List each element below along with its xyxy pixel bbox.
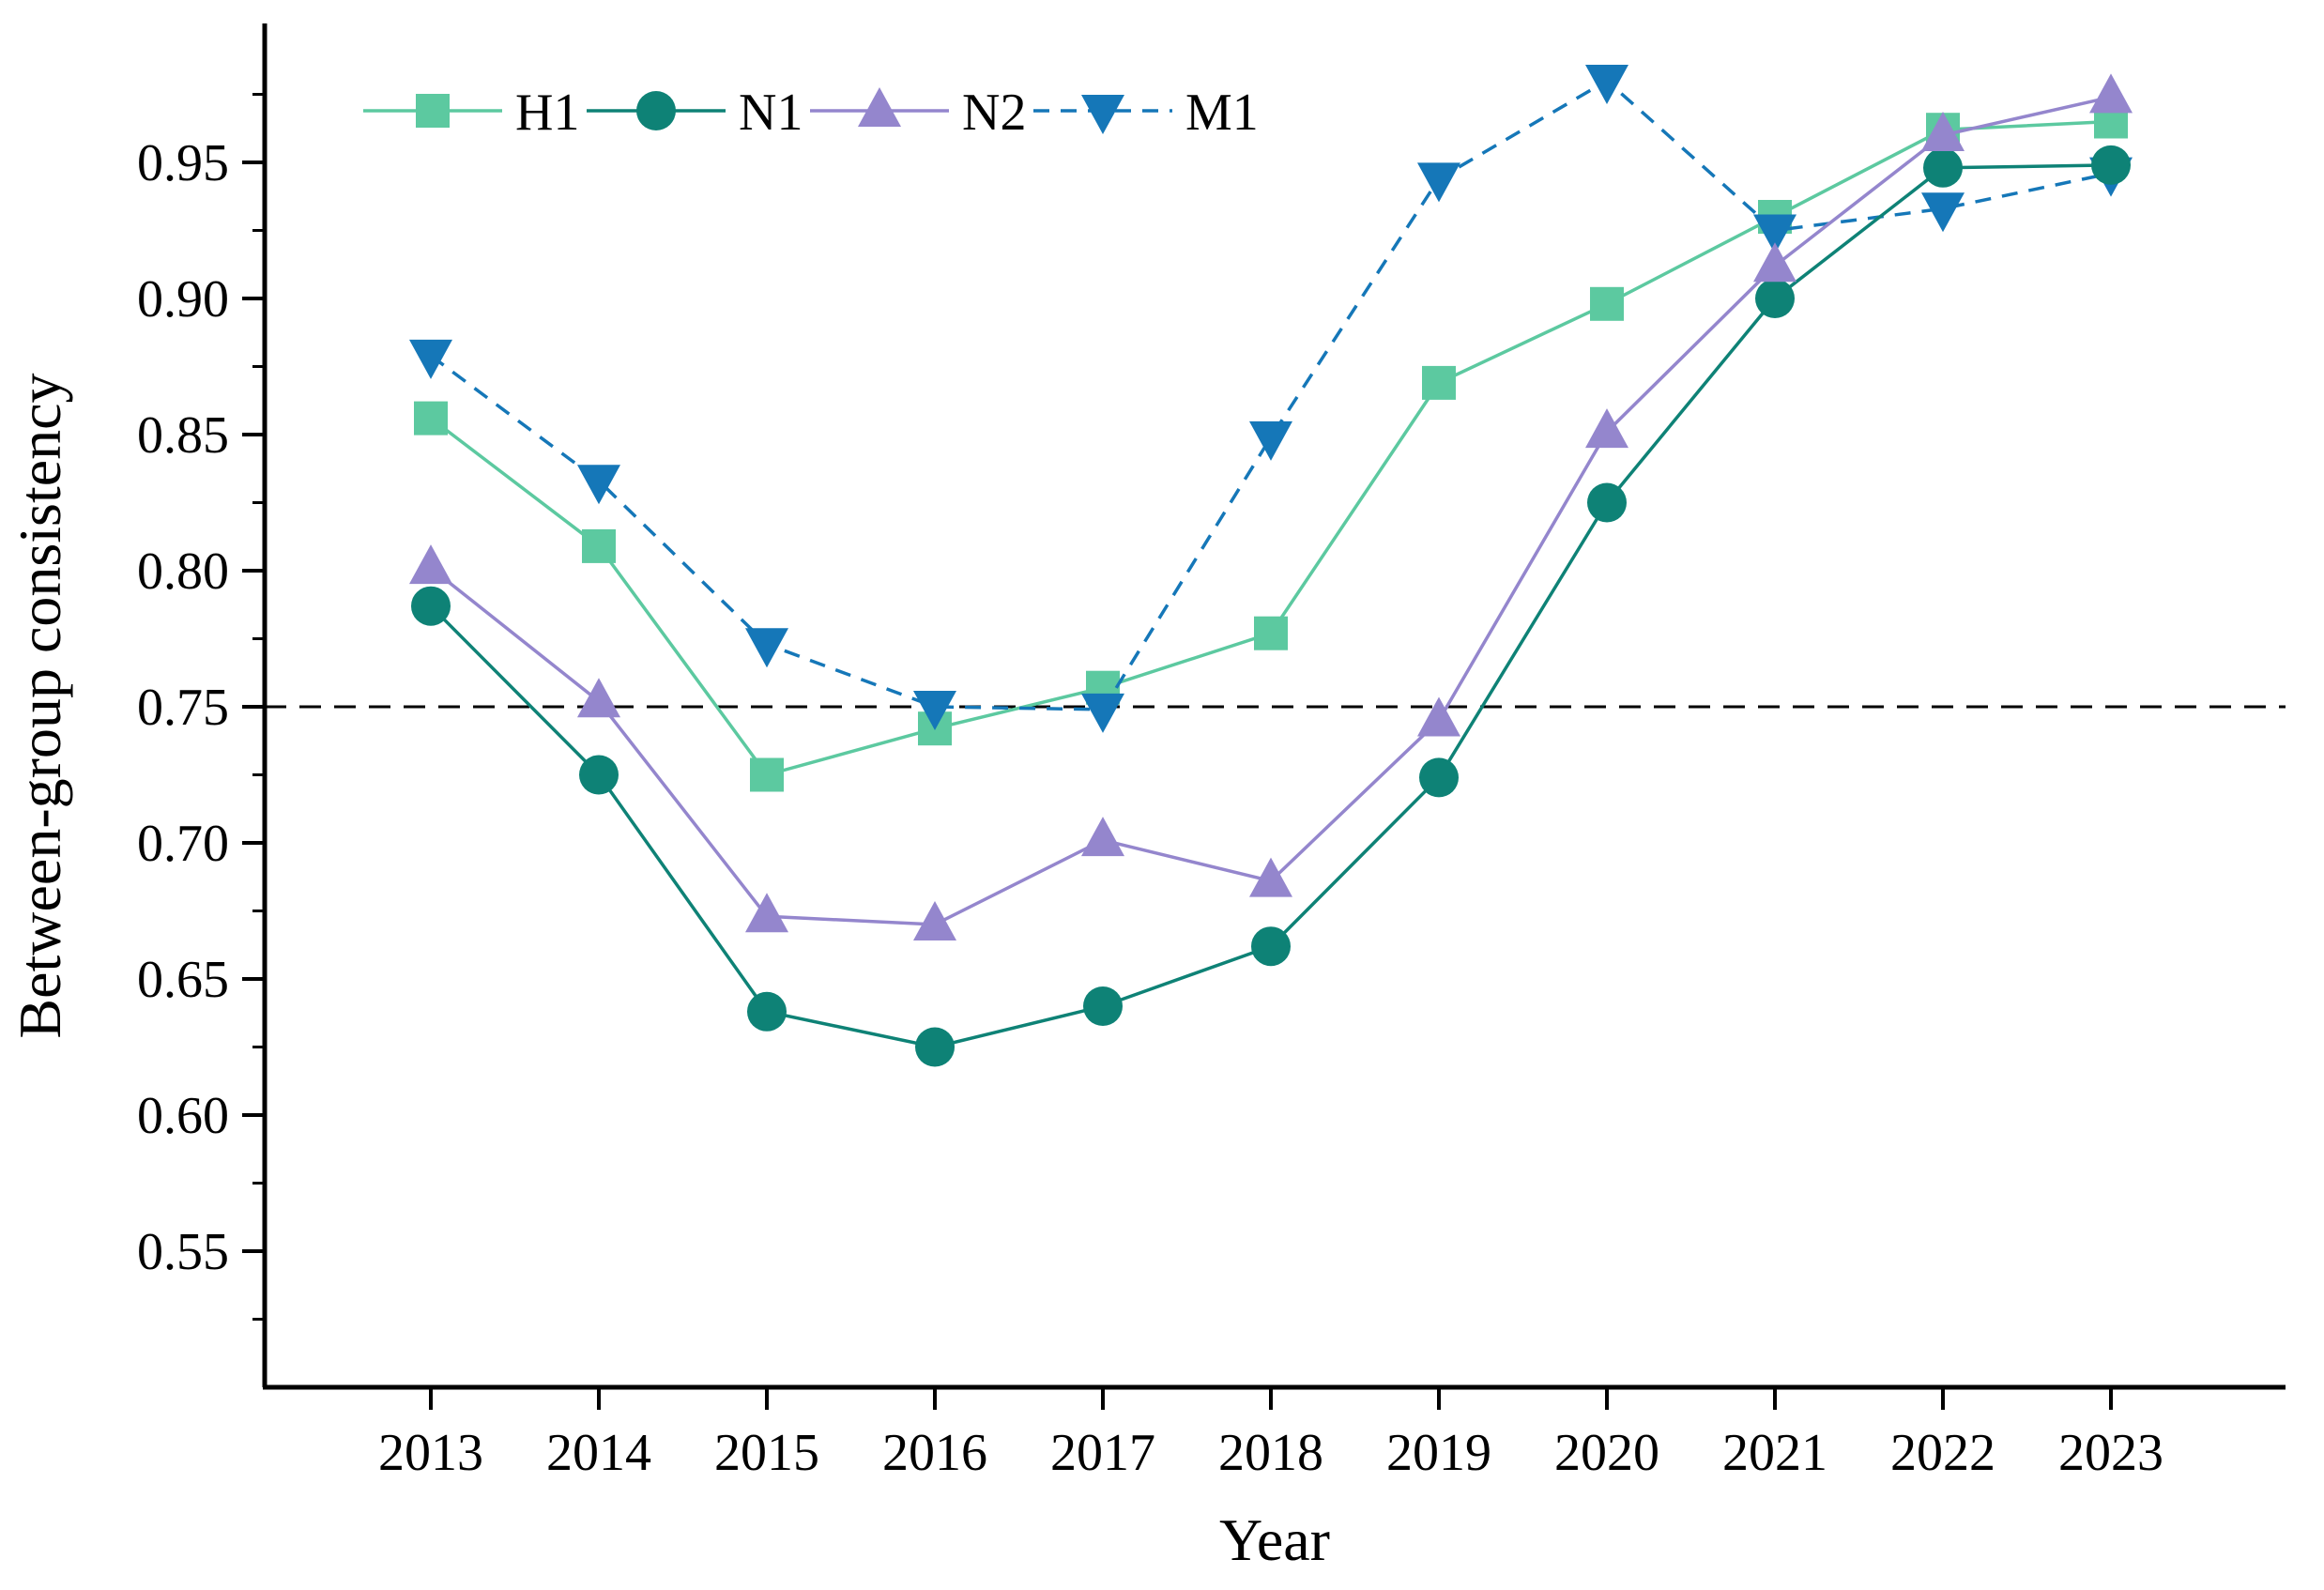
series-marker-N1 — [747, 991, 787, 1032]
series-marker-N1 — [1251, 926, 1291, 967]
y-tick-label: 0.75 — [137, 679, 229, 737]
legend-marker-N2 — [858, 87, 901, 127]
legend-label-N2: N2 — [962, 84, 1026, 142]
x-tick-label: 2023 — [2058, 1424, 2163, 1482]
y-tick-label: 0.65 — [137, 951, 229, 1009]
series-marker-N2 — [1753, 242, 1797, 283]
y-tick-label: 0.80 — [137, 543, 229, 601]
series-marker-M1 — [913, 691, 956, 730]
x-tick-label: 2020 — [1554, 1424, 1659, 1482]
series-marker-N2 — [577, 678, 620, 718]
series-marker-M1 — [1921, 192, 1965, 233]
x-tick-label: 2018 — [1218, 1424, 1323, 1482]
series-line-N1 — [429, 163, 2112, 1049]
x-tick-label: 2014 — [546, 1424, 651, 1482]
series-marker-H1 — [414, 401, 448, 436]
series-marker-N2 — [2089, 73, 2133, 114]
series-marker-N1 — [1755, 279, 1795, 318]
series-marker-H1 — [582, 528, 616, 563]
series-line-N2 — [429, 95, 2112, 926]
series-marker-M1 — [577, 465, 620, 505]
plot-area: 0.55 0.60 0.65 0.70 0.75 0.80 0.85 0.90 0.95 2013… — [137, 23, 2286, 1482]
series-marker-N1 — [2091, 145, 2131, 185]
y-tick-label: 0.95 — [137, 134, 229, 192]
series-marker-H1 — [750, 757, 784, 792]
series-marker-M1 — [1249, 420, 1292, 461]
x-tick-label: 2015 — [714, 1424, 819, 1482]
series-marker-M1 — [1753, 214, 1797, 254]
y-tick-label: 0.70 — [137, 815, 229, 873]
series-marker-N2 — [745, 893, 788, 933]
legend-marker-N1 — [636, 91, 676, 130]
x-axis-title: Year — [1219, 1506, 1330, 1573]
series-marker-N1 — [915, 1027, 955, 1067]
series-marker-N2 — [1921, 112, 1965, 151]
series-marker-N2 — [1081, 817, 1124, 857]
y-tick-label: 0.60 — [137, 1087, 229, 1145]
series-marker-N2 — [1417, 696, 1460, 737]
y-tick-label: 0.90 — [137, 270, 229, 329]
series-marker-M1 — [1417, 162, 1460, 203]
legend-marker-H1 — [416, 94, 450, 128]
series-marker-N2 — [409, 544, 452, 585]
y-tick-label: 0.55 — [137, 1223, 229, 1281]
series-marker-N1 — [411, 586, 451, 626]
series-marker-M1 — [745, 628, 788, 668]
legend-label-M1: M1 — [1185, 84, 1259, 142]
x-tick-label: 2013 — [378, 1424, 483, 1482]
series-marker-N1 — [1587, 482, 1627, 523]
series-marker-M1 — [409, 339, 452, 379]
series-marker-N2 — [913, 901, 956, 940]
x-tick-label: 2017 — [1050, 1424, 1155, 1482]
series-marker-H1 — [1590, 286, 1624, 321]
series-marker-N2 — [1249, 857, 1292, 897]
y-tick-label: 0.85 — [137, 406, 229, 465]
series-marker-N1 — [1923, 147, 1963, 188]
series-marker-H1 — [1422, 365, 1456, 400]
series-marker-N1 — [579, 755, 619, 795]
series-marker-M1 — [1585, 65, 1628, 104]
x-tick-label: 2022 — [1890, 1424, 1995, 1482]
series-marker-H1 — [1254, 616, 1288, 650]
x-tick-label: 2016 — [882, 1424, 987, 1482]
series-marker-M1 — [1081, 693, 1124, 733]
series-line-M1 — [429, 78, 2112, 711]
legend-label-H1: H1 — [515, 84, 579, 142]
series-marker-N1 — [1083, 986, 1123, 1026]
legend-label-N1: N1 — [739, 84, 803, 142]
series-marker-N2 — [1585, 408, 1628, 449]
legend-marker-M1 — [1081, 95, 1124, 134]
x-tick-label: 2021 — [1722, 1424, 1827, 1482]
series-marker-N1 — [1419, 757, 1459, 798]
y-axis-title: Between-group consistency — [7, 373, 73, 1038]
x-tick-label: 2019 — [1386, 1424, 1491, 1482]
